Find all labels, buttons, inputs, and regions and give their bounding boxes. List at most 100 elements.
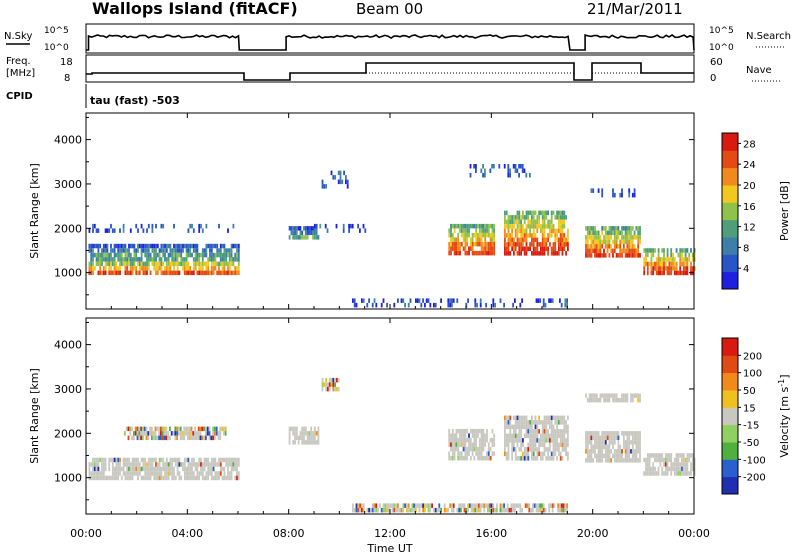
echo-cell	[684, 466, 687, 472]
echo-cell	[543, 451, 546, 457]
echo-cell	[151, 257, 154, 262]
echo-cell	[102, 270, 105, 276]
echo-cell	[477, 232, 479, 238]
echo-cell	[332, 382, 335, 387]
echo-cell	[306, 431, 309, 436]
echo-cell	[504, 438, 506, 443]
echo-cell	[654, 266, 656, 271]
echo-cell	[619, 244, 622, 249]
echo-cell	[510, 507, 513, 513]
echo-cell	[563, 246, 566, 252]
echo-cell	[138, 270, 141, 276]
echo-cell	[361, 298, 363, 303]
echo-cell	[523, 237, 526, 243]
echo-cell	[487, 446, 490, 452]
echo-cell	[531, 210, 533, 216]
echo-cell	[690, 261, 692, 267]
echo-cell	[624, 248, 627, 254]
echo-cell	[140, 426, 142, 432]
echo-cell	[465, 507, 468, 513]
colorbar-tick-label: -200	[743, 473, 766, 484]
echo-cell	[95, 257, 98, 262]
echo-cell	[646, 252, 649, 258]
echo-cell	[557, 503, 559, 508]
echo-cell	[418, 298, 421, 303]
echo-cell	[434, 302, 437, 308]
echo-cell	[124, 243, 127, 249]
echo-cell	[670, 462, 673, 467]
echo-cell	[646, 270, 649, 276]
echo-cell	[149, 457, 152, 463]
echo-cell	[459, 428, 461, 434]
echo-cell	[448, 250, 451, 256]
echo-cell	[566, 507, 568, 513]
echo-cell	[592, 458, 595, 463]
echo-cell	[628, 235, 631, 240]
echo-cell	[479, 298, 482, 303]
echo-cell	[164, 471, 166, 476]
echo-cell	[613, 435, 616, 441]
echo-cell	[461, 503, 464, 508]
echo-cell	[124, 270, 127, 276]
echo-cell	[214, 457, 217, 463]
echo-cell	[604, 449, 607, 454]
echo-cell	[191, 475, 193, 481]
echo-cell	[225, 257, 228, 262]
echo-cell	[450, 455, 452, 461]
echo-cell	[183, 261, 186, 267]
echo-cell	[522, 420, 524, 425]
echo-cell	[586, 440, 589, 445]
echo-cell	[113, 228, 116, 233]
echo-cell	[550, 503, 552, 508]
echo-cell	[219, 462, 222, 467]
echo-cell	[110, 257, 112, 262]
x-tick-label: 20:00	[577, 527, 609, 540]
echo-cell	[567, 438, 569, 443]
echo-cell	[227, 266, 229, 271]
echo-cell	[453, 223, 456, 229]
echo-cell	[191, 270, 193, 276]
echo-cell	[160, 466, 163, 472]
echo-cell	[536, 251, 539, 256]
echo-cell	[126, 471, 129, 476]
echo-cell	[431, 503, 433, 508]
echo-cell	[133, 431, 135, 436]
echo-cell	[657, 457, 660, 463]
echo-cell	[120, 261, 123, 267]
y-tick-label: 3000	[54, 178, 82, 191]
echo-cell	[173, 243, 175, 249]
power-y-axis-label: Slant Range [km]	[28, 163, 41, 259]
echo-cell	[650, 266, 653, 271]
echo-cell	[547, 233, 549, 238]
echo-cell	[234, 266, 237, 271]
colorbar-tick-label: 50	[743, 386, 756, 397]
echo-cell	[135, 248, 138, 253]
echo-cell	[637, 440, 640, 445]
echo-cell	[556, 251, 558, 256]
echo-cell	[324, 223, 327, 229]
echo-cell	[613, 449, 616, 454]
echo-cell	[136, 426, 139, 432]
echo-cell	[393, 503, 396, 508]
echo-cell	[310, 435, 313, 441]
echo-cell	[203, 475, 206, 481]
echo-cell	[619, 453, 622, 459]
echo-cell	[585, 449, 587, 454]
echo-cell	[556, 447, 558, 452]
echo-cell	[511, 246, 513, 252]
echo-cell	[453, 433, 456, 438]
echo-cell	[668, 266, 671, 271]
echo-cell	[626, 253, 629, 258]
echo-cell	[547, 246, 549, 252]
echo-cell	[106, 243, 109, 249]
echo-cell	[301, 435, 304, 441]
echo-cell	[208, 435, 211, 441]
echo-cell	[588, 393, 591, 398]
echo-cell	[457, 451, 460, 456]
echo-cell	[506, 503, 509, 508]
echo-cell	[212, 243, 215, 249]
echo-cell	[342, 228, 345, 233]
echo-cell	[466, 428, 469, 434]
echo-cell	[586, 244, 589, 249]
echo-cell	[174, 257, 177, 262]
